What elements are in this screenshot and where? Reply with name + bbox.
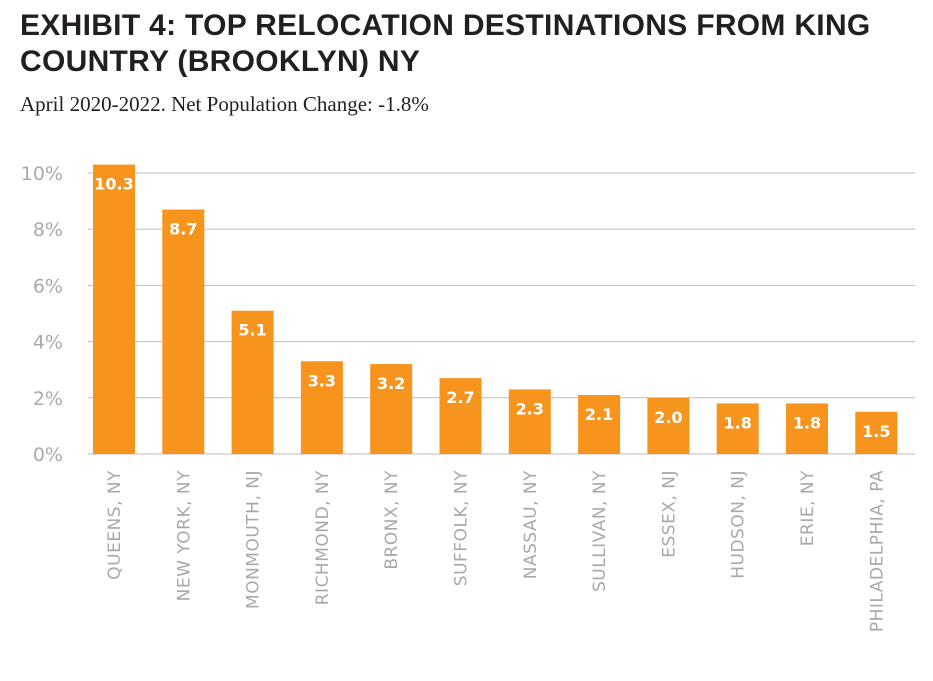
category-label: PHILADELPHIA, PA	[867, 470, 887, 632]
bar-value-label: 8.7	[169, 220, 197, 239]
category-label: BRONX, NY	[382, 470, 402, 570]
bar	[93, 164, 135, 454]
bar	[439, 378, 482, 454]
category-label: QUEENS, NY	[105, 470, 125, 580]
bar-value-label: 2.7	[446, 388, 474, 407]
category-label: NEW YORK, NY	[174, 470, 194, 601]
bar-value-label: 2.0	[654, 408, 682, 427]
y-tick-label: 6%	[33, 275, 63, 297]
bar-value-labels: 10.3 8.7 5.1 3.3 3.2 2.7 2.3 2.1 2.0 1.8 1.8 1.5	[94, 175, 890, 441]
y-axis-ticks: 0% 2% 4% 6% 8% 10%	[21, 163, 63, 466]
y-tick-label: 4%	[33, 332, 63, 354]
bar-value-label: 5.1	[238, 321, 266, 340]
category-label: ERIE, NY	[798, 470, 818, 546]
y-tick-label: 2%	[33, 388, 63, 410]
bar-value-label: 2.1	[585, 405, 613, 424]
bar	[370, 364, 413, 454]
bar	[300, 361, 343, 454]
y-tick-label: 10%	[21, 163, 63, 185]
bar	[508, 389, 551, 454]
category-label: SULLIVAN, NY	[590, 470, 610, 592]
bars	[93, 164, 898, 454]
grid-lines	[88, 172, 915, 455]
bar	[578, 394, 621, 454]
bar	[647, 397, 690, 454]
y-tick-label: 0%	[33, 444, 63, 466]
category-label: HUDSON, NJ	[729, 470, 749, 579]
bar	[716, 403, 759, 454]
category-label: RICHMOND, NY	[313, 470, 333, 605]
chart-subtitle: April 2020-2022. Net Population Change: …	[20, 92, 429, 116]
bar	[786, 403, 828, 454]
category-label: MONMOUTH, NJ	[244, 470, 264, 609]
chart-title: EXHIBIT 4: TOP RELOCATION DESTINATIONS F…	[20, 9, 871, 78]
bar	[162, 209, 205, 454]
bar-value-label: 10.3	[94, 175, 133, 194]
category-labels: QUEENS, NY NEW YORK, NY MONMOUTH, NJ RICHMO…	[105, 470, 887, 632]
bar-value-label: 2.3	[516, 399, 544, 418]
category-label: NASSAU, NY	[521, 470, 541, 579]
bar-value-label: 1.8	[793, 413, 821, 432]
bar	[855, 411, 898, 454]
bar-value-label: 3.2	[377, 374, 405, 393]
bar	[231, 310, 274, 454]
bar-value-label: 3.3	[308, 371, 336, 390]
y-tick-label: 8%	[33, 219, 63, 241]
category-label: ESSEX, NJ	[659, 470, 679, 558]
category-label: SUFFOLK, NY	[452, 470, 472, 586]
bar-value-label: 1.5	[862, 422, 890, 441]
bar-value-label: 1.8	[724, 413, 752, 432]
